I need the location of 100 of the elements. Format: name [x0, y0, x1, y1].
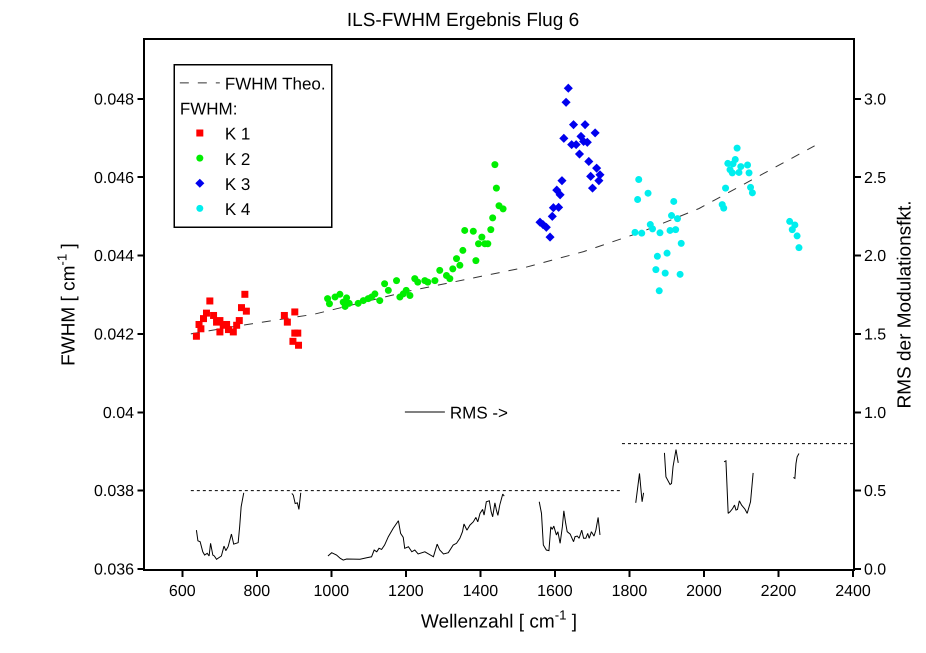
point	[795, 244, 802, 252]
point	[676, 270, 684, 278]
legend-label: K 4	[224, 200, 250, 219]
point	[326, 300, 333, 308]
point	[574, 149, 584, 159]
point	[672, 226, 680, 234]
point	[492, 184, 500, 192]
point	[478, 234, 486, 241]
x-tick-label: 600	[168, 582, 196, 600]
y-tick-label: 0.046	[94, 170, 134, 187]
point	[206, 297, 214, 304]
x-tick-label: 1000	[314, 582, 350, 600]
point	[343, 294, 350, 302]
y2-tick-label: 2.0	[864, 248, 886, 266]
point	[446, 275, 454, 282]
point	[459, 246, 466, 254]
x-tick-label: 1600	[537, 582, 573, 600]
point	[291, 308, 298, 316]
point	[649, 225, 656, 232]
point	[559, 134, 568, 143]
point	[384, 286, 392, 294]
point	[472, 257, 480, 264]
point	[635, 176, 642, 183]
x-tick-label: 2000	[686, 582, 722, 600]
point	[289, 338, 296, 345]
point	[737, 163, 744, 170]
legend-label: RMS ->	[450, 404, 508, 423]
point	[584, 156, 594, 166]
point	[381, 280, 388, 288]
point	[414, 278, 422, 286]
point	[744, 162, 752, 168]
point	[728, 169, 736, 176]
point	[592, 164, 602, 173]
point	[406, 292, 414, 299]
legend-title: FWHM:	[180, 100, 238, 119]
point	[662, 270, 669, 277]
point	[241, 290, 248, 298]
point	[210, 312, 218, 319]
point	[393, 277, 400, 284]
point	[590, 128, 600, 138]
point	[456, 262, 464, 269]
point	[562, 98, 571, 107]
point	[424, 278, 432, 286]
point	[475, 240, 482, 248]
point	[654, 252, 661, 260]
point	[638, 230, 646, 237]
point	[794, 232, 801, 240]
point	[674, 215, 681, 222]
point	[280, 312, 288, 319]
point	[664, 250, 671, 257]
point	[746, 169, 753, 176]
point	[230, 328, 237, 336]
point	[192, 332, 200, 340]
point	[431, 277, 438, 284]
point	[594, 176, 604, 186]
x-tick-label: 2200	[760, 582, 796, 600]
point	[588, 184, 598, 193]
y-tick-label: 0.04	[102, 404, 134, 422]
point	[748, 189, 756, 196]
point	[336, 290, 344, 298]
point	[730, 160, 737, 168]
y2-tick-label: 2.5	[864, 170, 886, 187]
point	[376, 297, 384, 304]
point	[568, 120, 578, 130]
point	[216, 328, 224, 336]
point	[668, 212, 676, 220]
point	[586, 172, 596, 181]
x-tick-label: 2400	[835, 582, 871, 600]
point	[294, 330, 302, 337]
x-tick-label: 1400	[462, 582, 498, 600]
x-tick-label: 1800	[612, 582, 648, 600]
point	[656, 229, 664, 236]
point	[548, 212, 557, 221]
y-tick-label: 0.036	[94, 562, 134, 579]
point	[371, 290, 378, 298]
line-series	[190, 145, 816, 334]
point	[453, 255, 460, 262]
point	[580, 120, 590, 130]
point	[786, 218, 794, 225]
point	[678, 240, 685, 247]
point	[491, 161, 498, 168]
point	[242, 308, 250, 315]
point	[576, 132, 586, 141]
point	[436, 266, 444, 274]
point	[788, 226, 796, 234]
legend-label: FWHM Theo.	[224, 74, 326, 94]
point	[295, 342, 302, 349]
y2-tick-label: 0.0	[864, 562, 886, 579]
point	[487, 226, 494, 234]
chart-title: ILS-FWHM Ergebnis Flug 6	[346, 10, 580, 32]
point	[656, 287, 663, 294]
point	[202, 310, 210, 317]
point	[197, 325, 204, 332]
point	[747, 184, 754, 191]
point	[564, 84, 573, 93]
point	[470, 228, 477, 235]
y2-tick-label: 3.0	[864, 91, 886, 108]
point	[449, 265, 456, 272]
point	[557, 176, 567, 186]
point	[461, 226, 468, 234]
